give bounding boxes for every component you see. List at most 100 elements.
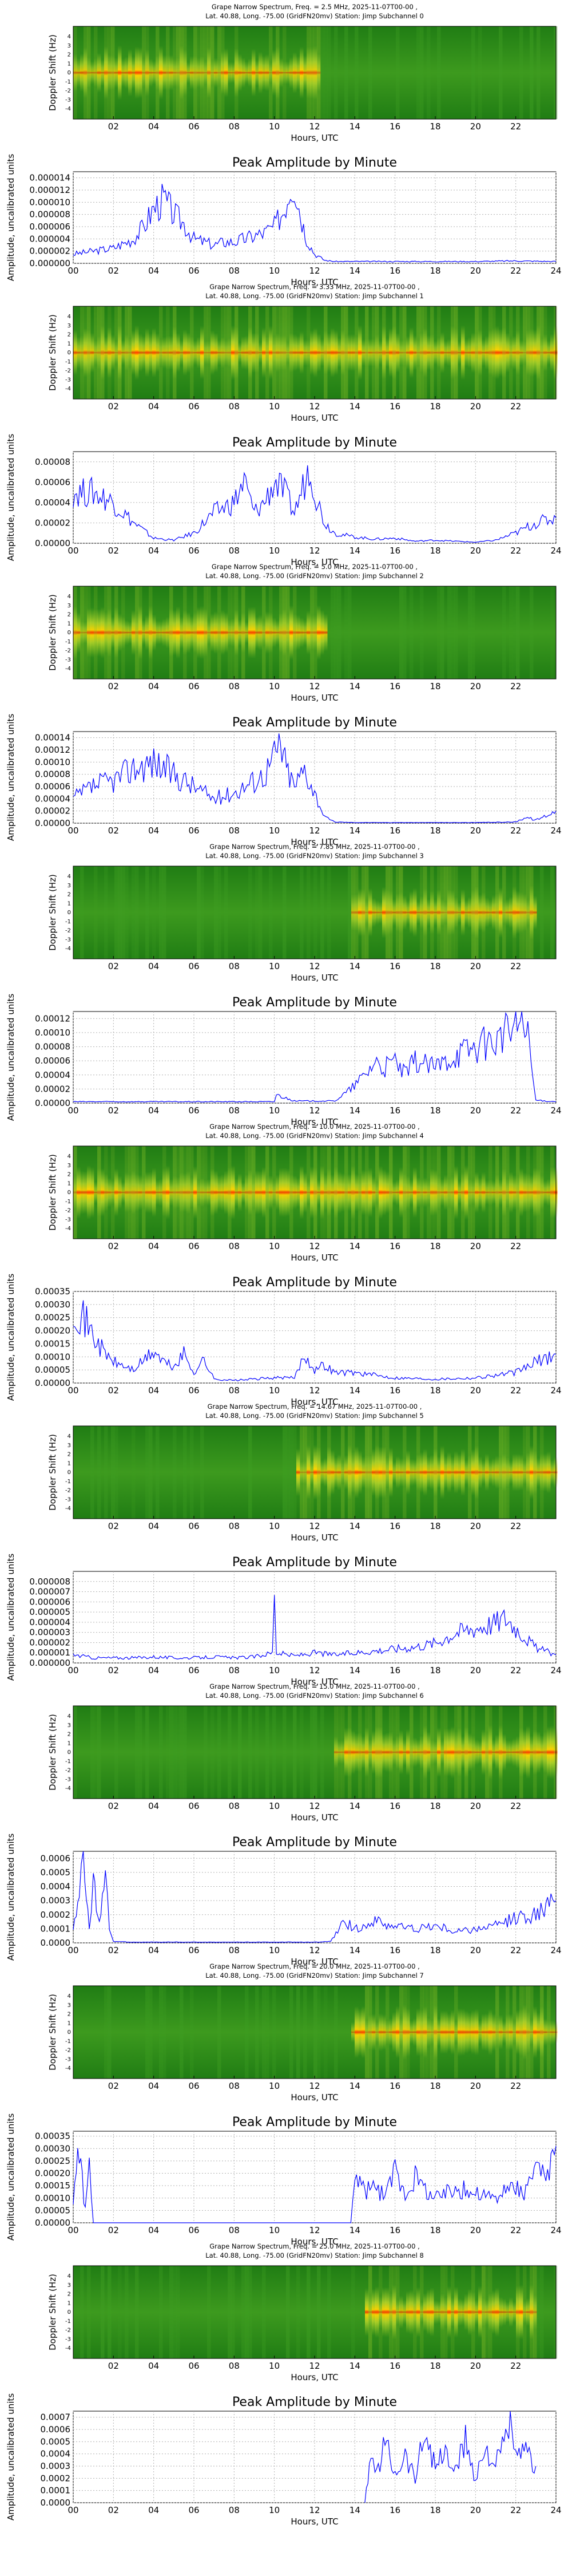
amplitude-xtick: 16 [390, 1945, 400, 1955]
spectrogram-column [310, 586, 314, 679]
spectrogram-column [180, 26, 184, 119]
spectrum-ytick: 0 [67, 70, 71, 76]
spectrogram-column [307, 1180, 311, 1204]
spectrogram-column [368, 2014, 372, 2050]
spectrogram-column [142, 58, 146, 88]
spectrogram-column [550, 1460, 554, 1485]
spectrogram-column [272, 49, 276, 96]
spectrogram-column [121, 340, 125, 365]
spectrogram-column [303, 1172, 307, 1213]
spectrogram-column [434, 1706, 438, 1799]
spectrogram-column [145, 615, 149, 650]
spectrum-xtick: 04 [148, 1241, 159, 1251]
spectrogram-column [530, 1736, 534, 1769]
spectrogram-column [530, 1445, 534, 1499]
spectrogram-column [204, 306, 208, 399]
amplitude-xtick: 06 [188, 1945, 199, 1955]
spectrogram-column [183, 1426, 187, 1519]
spectrogram-column [348, 866, 352, 959]
spectrogram-column [543, 1731, 547, 1773]
spectrogram-column [77, 612, 81, 653]
spectrogram-column [543, 1180, 547, 1204]
spectrogram-column [334, 26, 338, 119]
spectrogram-column [427, 1146, 431, 1239]
spectrogram-column [169, 1179, 173, 1206]
spectrogram-column [506, 899, 510, 926]
spectrogram-column [252, 1176, 256, 1208]
spectrum-ytick: 3 [67, 1443, 71, 1449]
spectrogram-column [434, 899, 438, 926]
spectrum-title-line2: Lat. 40.88, Long. -75.00 (GridFN20mv) St… [205, 1412, 424, 1420]
spectrogram-column [420, 2009, 424, 2055]
spectrum-ytick: 1 [67, 1180, 71, 1187]
spectrum-title-line1: Grape Narrow Spectrum, Freq. = 2.5 MHz, … [212, 3, 418, 11]
spectrogram-column [554, 1457, 558, 1488]
spectrogram-column [121, 616, 125, 649]
amplitude-xtick: 12 [309, 1385, 320, 1396]
spectrogram-column [554, 326, 558, 380]
amplitude-ylabel: Amplitude, uncalibrated units [6, 2113, 16, 2241]
spectrogram-column [228, 1706, 232, 1799]
spectrum-title-line2: Lat. 40.88, Long. -75.00 (GridFN20mv) St… [205, 1132, 424, 1140]
spectrogram-column [296, 335, 300, 370]
amplitude-ytick: 0.00000 [35, 538, 70, 548]
spectrogram-column [372, 898, 376, 927]
spectrogram-column [313, 1167, 317, 1218]
spectrogram-column [392, 899, 396, 926]
spectrogram-column [362, 339, 366, 366]
spectrum-ytick: 1 [67, 1740, 71, 1747]
spectrogram-column [499, 887, 503, 938]
spectrum-xtick: 12 [309, 2361, 320, 2371]
amplitude-xtick: 22 [510, 1665, 521, 1676]
amplitude-xtick: 02 [108, 1105, 119, 1116]
spectrogram-column [166, 306, 170, 399]
spectrogram-column [444, 866, 448, 959]
spectrogram-column [482, 892, 486, 933]
spectrogram-column [152, 866, 156, 959]
spectrogram-column [543, 1453, 547, 1492]
amplitude-series-line [364, 2411, 537, 2503]
amplitude-xtick: 02 [108, 266, 119, 276]
spectrogram-column [300, 1426, 304, 1519]
spectrogram-column [303, 1460, 307, 1484]
amplitude-ytick: 0.00020 [35, 2168, 70, 2179]
spectrogram-column [197, 57, 201, 88]
spectrogram-column [255, 616, 259, 649]
spectrogram-column [386, 2287, 390, 2337]
spectrogram-column [217, 1175, 221, 1210]
spectrum-xtick: 12 [309, 121, 320, 132]
spectrogram-column [471, 332, 475, 373]
spectrogram-column [355, 1733, 359, 1772]
spectrogram-column [492, 2290, 496, 2334]
spectrogram-column [114, 1168, 118, 1216]
amplitude-xtick: 20 [470, 1105, 481, 1116]
spectrogram-column [73, 606, 77, 659]
spectrogram-column [97, 306, 101, 399]
spectrogram-column [444, 1706, 448, 1799]
spectrum-xtick: 14 [349, 121, 360, 132]
spectrogram-column [149, 333, 153, 372]
spectrogram-column [221, 1174, 225, 1211]
spectrogram-column [413, 2018, 417, 2046]
subchannel-0: Grape Narrow Spectrum, Freq. = 2.5 MHz, … [6, 3, 562, 287]
spectrogram-column [358, 888, 362, 937]
amplitude-xtick: 24 [550, 1105, 561, 1116]
spectrogram-column [337, 586, 341, 679]
spectrogram-column [423, 2006, 427, 2059]
spectrogram-column [303, 619, 307, 646]
spectrogram-column [337, 1171, 341, 1214]
spectrogram-column [495, 1146, 499, 1239]
spectrogram-column [166, 617, 170, 649]
spectrogram-column [327, 1146, 331, 1239]
spectrogram-column [406, 1986, 410, 2079]
spectrogram-column [190, 1177, 194, 1208]
spectrogram-column [104, 26, 108, 119]
amplitude-ytick: 0.0002 [41, 1910, 71, 1920]
amplitude-xtick: 20 [470, 1385, 481, 1396]
spectrogram-column [313, 1986, 317, 2079]
spectrogram-column [324, 1986, 328, 2079]
spectrogram-column [77, 58, 81, 88]
spectrogram-column [324, 1146, 328, 1239]
spectrum-ytick: 0 [67, 2029, 71, 2036]
spectrogram-column [77, 1166, 81, 1219]
